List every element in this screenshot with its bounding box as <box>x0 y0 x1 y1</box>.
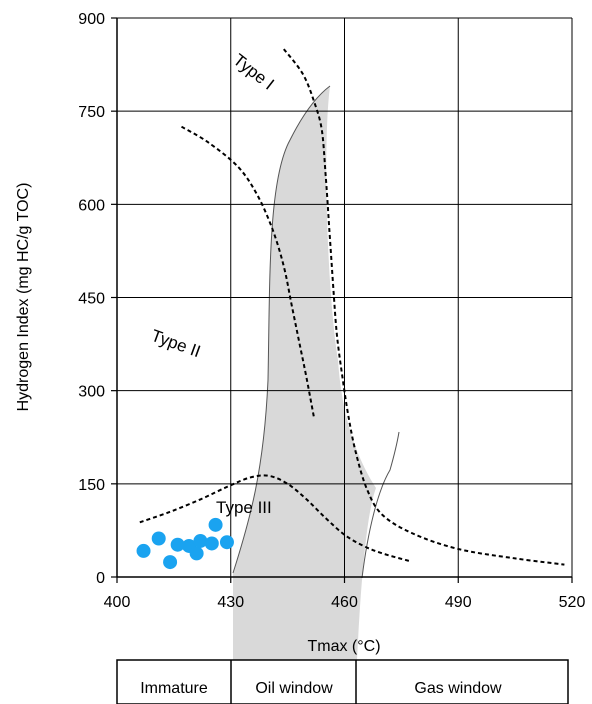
y-tick-label: 600 <box>78 197 105 214</box>
zone-label-immature: Immature <box>140 680 208 697</box>
band-left-boundary <box>232 85 331 574</box>
data-point <box>136 543 151 558</box>
y-axis-title: Hydrogen Index (mg HC/g TOC) <box>15 183 32 412</box>
data-point <box>151 531 166 546</box>
kerogen-type-curves <box>139 48 565 566</box>
band-right-boundary <box>361 431 400 579</box>
x-axis-title: Tmax (°C) <box>307 638 380 655</box>
curve-label-type-i: Type I <box>230 50 278 93</box>
maturity-shaded-region-layer <box>232 85 400 660</box>
type-i-curve <box>283 48 565 566</box>
data-point <box>189 546 204 561</box>
sample-points <box>136 517 234 570</box>
x-tick-label: 400 <box>104 594 131 611</box>
zone-label-gas-window: Gas window <box>414 680 502 697</box>
curve-label-type-ii: Type II <box>149 326 203 361</box>
tick-labels: 0 150 300 450 600 750 900 400 430 460 490 520 <box>78 11 585 611</box>
y-tick-label: 900 <box>78 11 105 28</box>
x-tick-label: 520 <box>559 594 586 611</box>
data-point <box>204 536 219 551</box>
maturity-zone-table: Immature Oil window Gas window <box>116 659 569 704</box>
curve-label-type-iii: Type III <box>216 498 272 517</box>
zone-label-oil-window: Oil window <box>255 680 333 697</box>
plot-frame <box>111 17 573 583</box>
data-point <box>163 555 178 570</box>
x-tick-label: 460 <box>331 594 358 611</box>
data-point <box>170 537 185 552</box>
type-iii-curve <box>139 474 410 562</box>
x-tick-label: 490 <box>445 594 472 611</box>
data-point <box>208 517 223 532</box>
zone-table-border <box>116 659 569 704</box>
oil-window-shaded-band <box>233 86 376 660</box>
y-tick-label: 300 <box>78 384 105 401</box>
data-point <box>193 533 208 548</box>
grid <box>116 17 573 578</box>
y-tick-label: 750 <box>78 104 105 121</box>
y-tick-label: 150 <box>78 477 105 494</box>
y-tick-label: 450 <box>78 291 105 308</box>
data-point <box>219 535 234 550</box>
x-tick-label: 430 <box>217 594 244 611</box>
type-ii-curve <box>180 125 316 419</box>
y-tick-label: 0 <box>96 570 105 587</box>
